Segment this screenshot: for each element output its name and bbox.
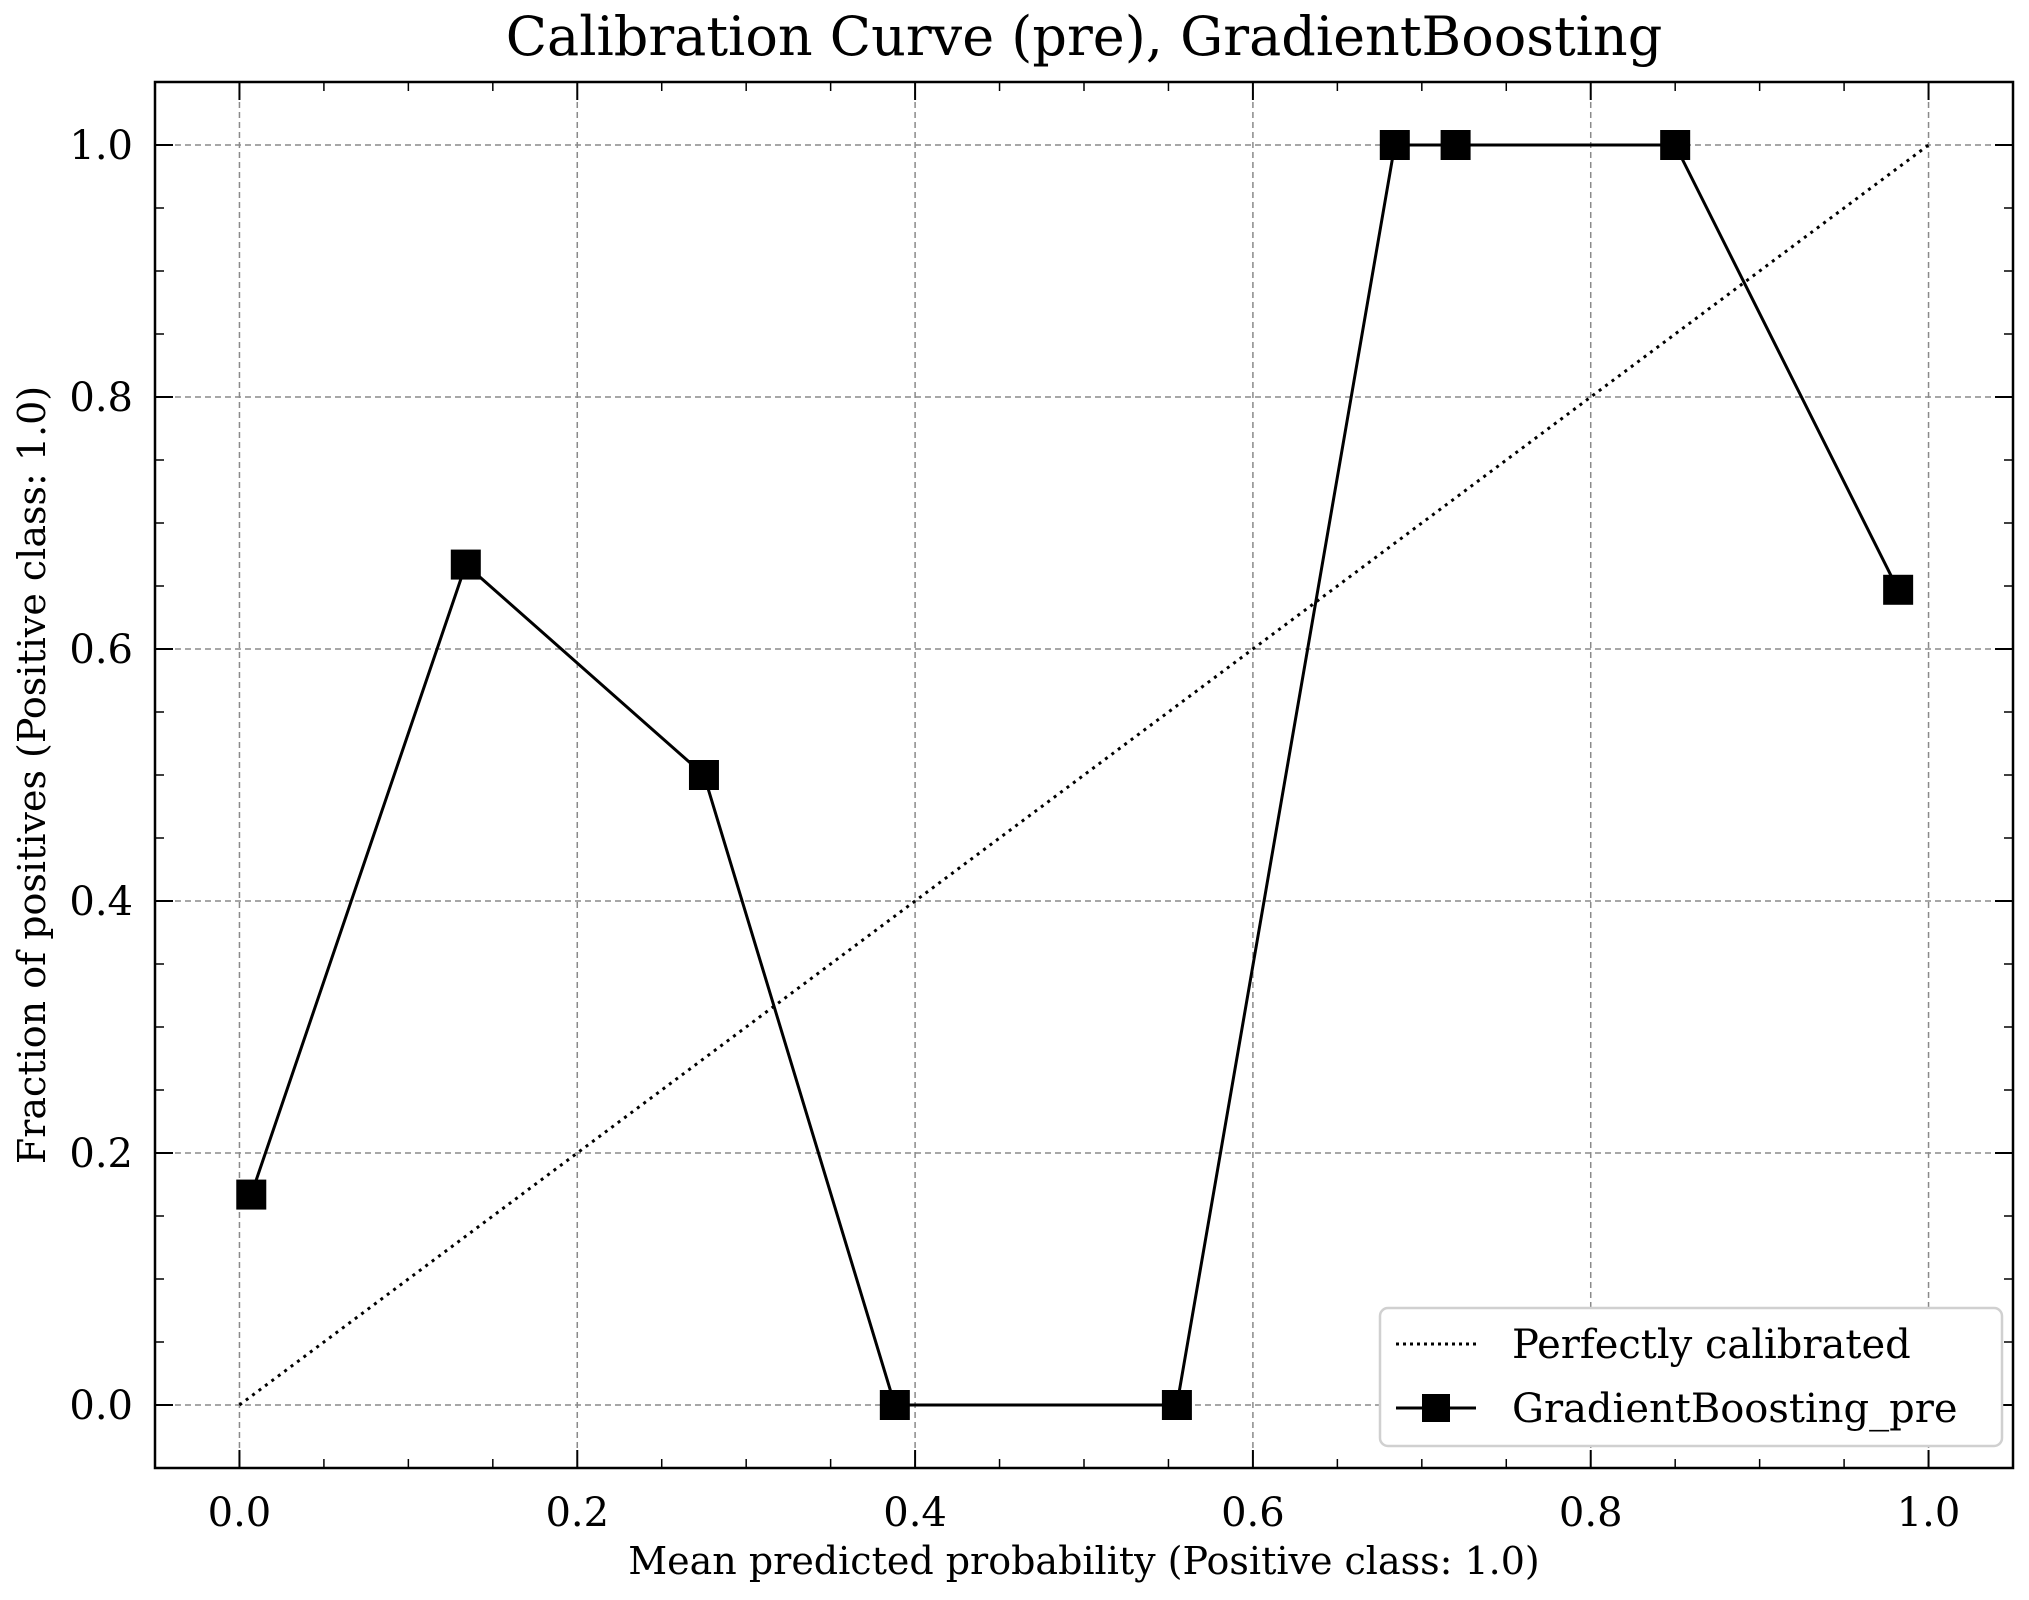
- plot-series: [236, 130, 1930, 1420]
- axis-ticks: 0.0 0.2 0.4 0.6 0.8 1.0 0.0 0.2 0.4 0.6 0.8 1.0: [69, 81, 2014, 1536]
- legend-label-gradientboosting-pre: GradientBoosting_pre: [1512, 1386, 1958, 1432]
- y-tick-label: 0.0: [69, 1383, 133, 1429]
- y-tick-label: 0.6: [69, 627, 133, 673]
- y-axis-label: Fraction of positives (Positive class: 1…: [10, 386, 54, 1164]
- chart-title: Calibration Curve (pre), GradientBoostin…: [506, 5, 1663, 68]
- data-point-gradientboosting-pre: [1883, 574, 1914, 605]
- data-point-gradientboosting-pre: [1660, 130, 1691, 160]
- data-point-gradientboosting-pre: [1379, 130, 1410, 160]
- y-tick-label: 0.2: [69, 1131, 133, 1177]
- legend: Perfectly calibrated GradientBoosting_pr…: [1378, 1306, 2004, 1448]
- x-tick-label: 0.4: [883, 1490, 947, 1536]
- legend-box: [1378, 1306, 2004, 1448]
- data-point-gradientboosting-pre: [688, 760, 719, 790]
- grid: [155, 82, 2013, 1468]
- data-point-gradientboosting-pre: [1440, 130, 1471, 160]
- y-tick-label: 0.4: [69, 879, 133, 925]
- data-point-gradientboosting-pre: [1161, 1390, 1192, 1420]
- series-line-perfectly-calibrated: [238, 143, 1930, 1407]
- x-tick-label: 0.0: [208, 1490, 272, 1536]
- legend-marker-gradientboosting-pre: [1422, 1394, 1450, 1422]
- y-tick-label: 0.8: [69, 375, 133, 421]
- data-point-gradientboosting-pre: [450, 549, 481, 580]
- x-axis-label: Mean predicted probability (Positive cla…: [628, 1539, 1540, 1583]
- series-line-gradientboosting-pre: [249, 143, 1900, 1407]
- x-tick-label: 0.8: [1559, 1490, 1623, 1536]
- x-tick-label: 0.2: [545, 1490, 609, 1536]
- x-tick-label: 0.6: [1221, 1490, 1285, 1536]
- data-point-gradientboosting-pre: [236, 1179, 267, 1210]
- y-tick-label: 1.0: [69, 123, 133, 169]
- data-point-gradientboosting-pre: [879, 1390, 910, 1420]
- x-tick-label: 1.0: [1897, 1490, 1961, 1536]
- legend-label-perfectly-calibrated: Perfectly calibrated: [1512, 1322, 1911, 1368]
